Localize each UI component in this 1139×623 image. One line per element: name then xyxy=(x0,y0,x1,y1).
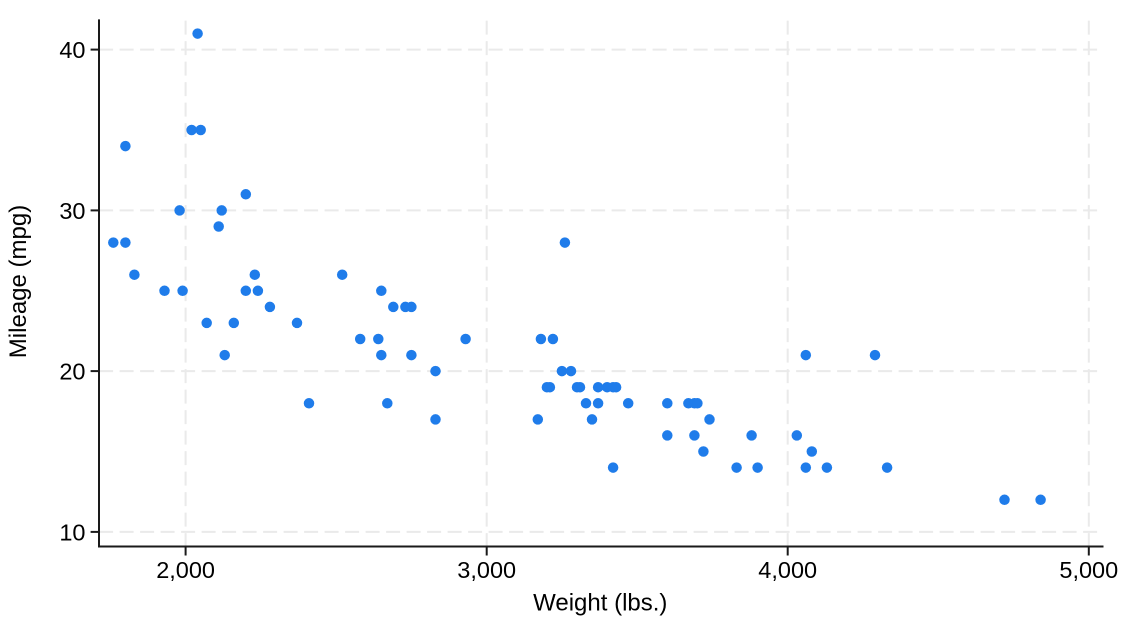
svg-text:5,000: 5,000 xyxy=(1059,557,1118,583)
svg-text:40: 40 xyxy=(59,37,85,63)
svg-text:2,000: 2,000 xyxy=(156,557,215,583)
svg-text:4,000: 4,000 xyxy=(758,557,817,583)
svg-text:30: 30 xyxy=(59,198,85,224)
svg-text:10: 10 xyxy=(59,519,85,545)
svg-text:20: 20 xyxy=(59,359,85,385)
svg-text:3,000: 3,000 xyxy=(457,557,516,583)
svg-text:Mileage (mpg): Mileage (mpg) xyxy=(5,205,32,358)
svg-text:Weight (lbs.): Weight (lbs.) xyxy=(533,589,667,616)
